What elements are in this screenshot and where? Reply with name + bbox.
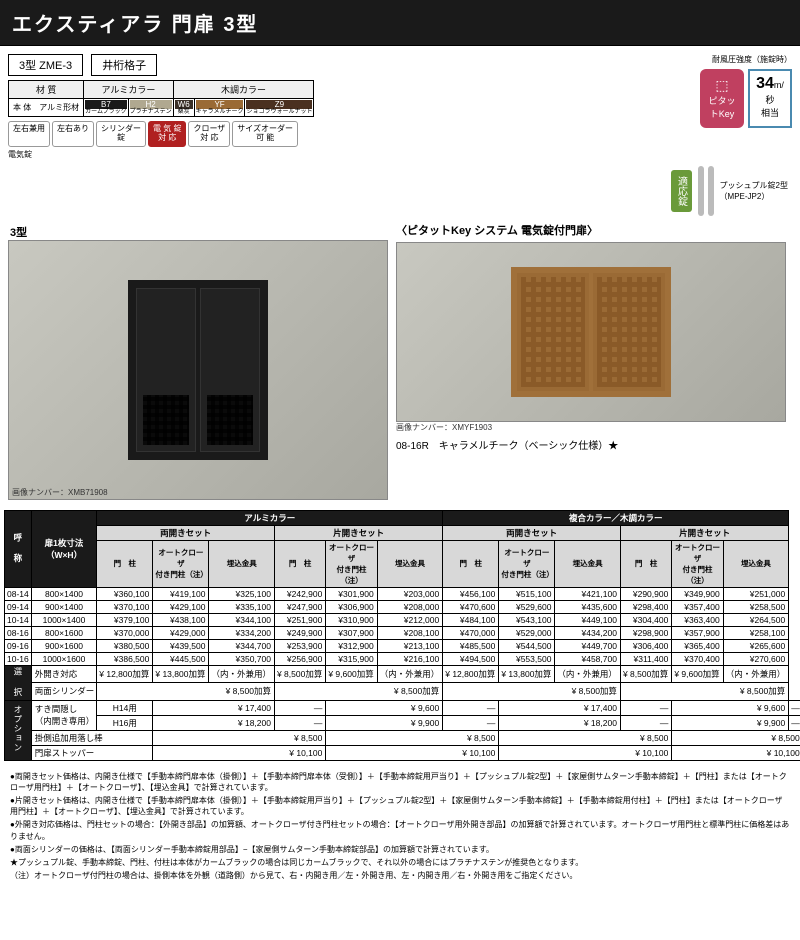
handle-illustration [698,166,714,216]
price-table: 呼 称扉1枚寸法 （W×H）アルミカラー複合カラー／木調カラー両開きセット片開き… [4,510,800,761]
note-line: ●両開きセット価格は、内開き仕様で【手動本締門扉本体（掛側）】＋【手動本締門扉本… [10,771,790,793]
note-line: ●両面シリンダーの価格は、【両面シリンダー手動本締錠用部品】−【家屋側サムターン… [10,844,790,855]
photo1 [8,240,388,500]
note-line: ●片開きセット価格は、内開き仕様で【手動本締門扉本体（掛側）】＋【手動本締錠用戸… [10,795,790,817]
photo-section: 3型 画像ナンバー：XMB71908 〈ピタットKey システム 電気錠付門扉〉… [0,218,800,504]
model-code: 3型 ZME-3 [8,54,83,76]
lock-badge: 適応錠 [671,170,692,212]
photo2-imgnum: 画像ナンバー：XMYF1903 [396,422,786,433]
note-line: （注）オートクローザ付門柱の場合は、掛側本体を外観（道路側）から見て、右・内開き… [10,870,790,881]
material-table: 材 質アルミカラー木調カラー本 体 アルミ形材B7カームブラックH2プラチナステ… [8,80,314,117]
notes-section: ●両開きセット価格は、内開き仕様で【手動本締門扉本体（掛側）】＋【手動本締門扉本… [0,767,800,888]
wind-badge: 34m/秒 相当 [748,69,792,128]
handle-label: プッシュプル錠2型 （MPE-JP2） [720,180,788,202]
spec-section: 3型 ZME-3 井桁格子 材 質アルミカラー木調カラー本 体 アルミ形材B7カ… [0,50,800,164]
feature-badge: 電 気 錠 対 応 [148,121,186,147]
page-title: エクスティアラ 門扉 3型 [0,0,800,45]
photo1-label: 3型 [10,224,27,240]
note-line: ★プッシュプル錠、手動本締錠、門柱、付柱は本体がカームブラックの場合は同じカーム… [10,857,790,868]
note-line: ●外開き対応価格は、門柱セットの場合：【外開き部品】の加算額、オートクローザ付き… [10,819,790,841]
feature-badge: サイズオーダー 可 能 [232,121,298,147]
feature-badge: 左右あり [52,121,94,147]
model-style: 井桁格子 [91,54,157,76]
photo1-imgnum: 画像ナンバー：XMB71908 [12,487,108,498]
photo2 [396,242,786,422]
photo2-label: 〈ピタットKey システム 電気錠付門扉〉 [396,222,786,238]
badge-sub: 電気錠 [8,149,692,160]
lock-section: 適応錠 プッシュプル錠2型 （MPE-JP2） [0,164,800,218]
key-badge: ⬚ ピタットKey [700,69,744,128]
feature-badge: シリンダー 錠 [96,121,146,147]
wind-label: 耐風圧強度（施錠時） [712,54,792,65]
feature-badge: 左右兼用 [8,121,50,147]
feature-badges: 左右兼用左右ありシリンダー 錠電 気 錠 対 応クローザ 対 応サイズオーダー … [8,121,692,147]
photo2-caption: 08-16R キャラメルチーク（ベーシック仕様）★ [396,437,786,452]
feature-badge: クローザ 対 応 [188,121,230,147]
divider [0,45,800,46]
